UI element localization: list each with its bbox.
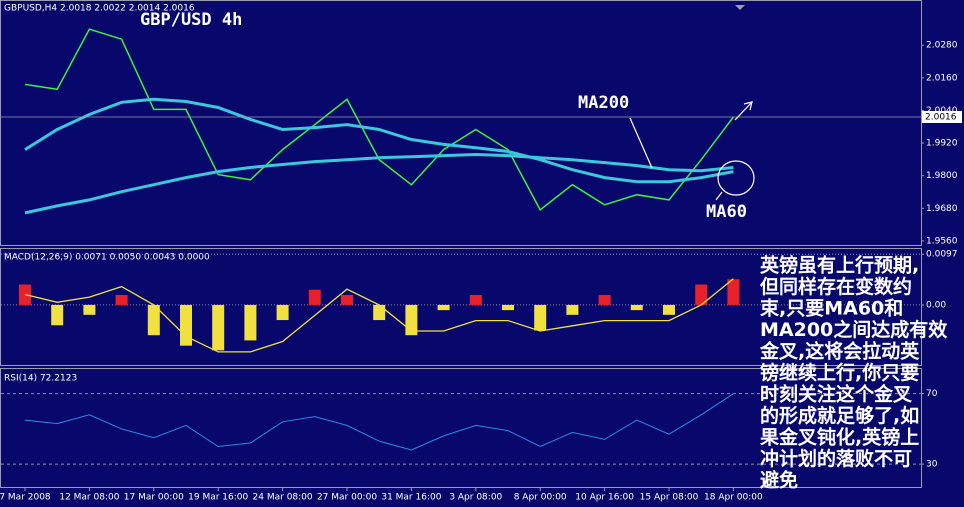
ma60-pointer	[715, 191, 723, 201]
x-tick-label: 18 Apr 00:00	[704, 493, 763, 503]
x-tick-label: 10 Apr 16:00	[575, 493, 634, 503]
macd-panel	[0, 248, 922, 366]
ma200-pointer	[629, 117, 653, 169]
y-tick-label: 1.9920	[926, 139, 958, 149]
histogram-bar	[598, 294, 611, 305]
cross-circle	[717, 160, 755, 196]
chart-title: GBP/USD 4h	[140, 10, 242, 30]
x-tick-label: 27 Mar 00:00	[317, 493, 377, 503]
ma200-label: MA200	[578, 93, 629, 113]
x-tick-label: 3 Apr 08:00	[449, 493, 502, 503]
series-line	[24, 28, 734, 212]
y-tick-label: 70	[926, 389, 938, 399]
histogram-bar	[630, 304, 643, 311]
histogram-bar	[437, 304, 450, 311]
histogram-bar	[180, 304, 192, 346]
rsi-title: RSI(14) 72.2123	[4, 374, 77, 384]
note-line: 但同样存在变数约	[760, 275, 912, 298]
series-line	[24, 393, 734, 451]
last-price-label: 2.0016	[925, 112, 957, 122]
x-tick-label: 19 Mar 16:00	[188, 493, 248, 503]
symbol-header: GBPUSD,H4 2.0018 2.0022 2.0014 2.0016	[4, 4, 195, 14]
note-line: 金叉,这将会拉动英	[759, 340, 920, 363]
note-line: MA200之间达成有效	[760, 318, 947, 341]
histogram-bar	[147, 304, 160, 336]
macd-title: MACD(12,26,9) 0.0071 0.0050 0.0043 0.000…	[4, 253, 210, 263]
series-line	[24, 97, 734, 184]
y-tick-label: 1.9800	[926, 171, 958, 181]
y-tick-label: 1.9680	[926, 204, 958, 214]
ma60-label: MA60	[706, 202, 747, 222]
shift-marker	[735, 5, 745, 10]
x-tick-label: 17 Mar 00:00	[124, 493, 184, 503]
note-line: 时刻关注这个金叉	[760, 383, 913, 406]
signal-line	[24, 278, 734, 353]
y-tick-label: 2.0160	[926, 73, 958, 83]
x-tick-label: 8 Apr 00:00	[514, 493, 567, 503]
x-tick-label: 15 Apr 08:00	[640, 493, 699, 503]
main-panel	[0, 0, 922, 246]
histogram-bar	[727, 279, 740, 305]
x-tick-label: 31 Mar 16:00	[381, 493, 441, 503]
last-price-box	[922, 110, 962, 123]
histogram-bar	[469, 294, 482, 305]
note-line: 镑继续上行,你只要	[760, 361, 919, 384]
histogram-bar	[663, 304, 675, 315]
y-tick-label: 30	[926, 460, 938, 470]
histogram-bar	[83, 304, 96, 315]
histogram-bar	[373, 304, 386, 321]
y-tick-label: 1.9560	[926, 236, 958, 246]
histogram-bar	[51, 304, 64, 326]
histogram-bar	[341, 294, 353, 305]
x-tick-label: 24 Mar 08:00	[253, 493, 313, 503]
note-line: 束,只要MA60和	[760, 297, 903, 320]
histogram-bar	[566, 304, 579, 315]
x-tick-label: 12 Mar 08:00	[59, 493, 119, 503]
y-tick-label: 2.0040	[926, 106, 958, 116]
note-line: 冲计划的落败不可	[760, 447, 912, 470]
rsi-panel	[0, 368, 922, 488]
analysis-note: 英镑虽有上行预期,但同样存在变数约束,只要MA60和MA200之间达成有效金叉,…	[759, 254, 947, 492]
histogram-bar	[244, 304, 257, 341]
histogram-bar	[695, 284, 708, 305]
note-line: 英镑虽有上行预期,	[760, 254, 919, 277]
histogram-bar	[115, 294, 128, 305]
histogram-bar	[534, 304, 547, 331]
up-arrow	[734, 101, 753, 121]
histogram-bar	[502, 304, 514, 311]
note-line: 避免	[760, 469, 798, 492]
histogram-bar	[276, 304, 289, 321]
series-line	[24, 152, 734, 215]
y-tick-label: 0.0097	[926, 250, 958, 260]
histogram-bar	[308, 289, 321, 305]
note-line: 的形成就足够了,如	[760, 404, 919, 427]
note-line: 果金叉钝化,英镑上	[759, 426, 919, 449]
x-tick-label: 7 Mar 2008	[0, 493, 51, 503]
y-tick-label: 2.0280	[926, 41, 958, 51]
y-tick-label: 0.00	[926, 300, 946, 310]
histogram-bar	[405, 304, 418, 336]
histogram-bar	[212, 304, 225, 351]
